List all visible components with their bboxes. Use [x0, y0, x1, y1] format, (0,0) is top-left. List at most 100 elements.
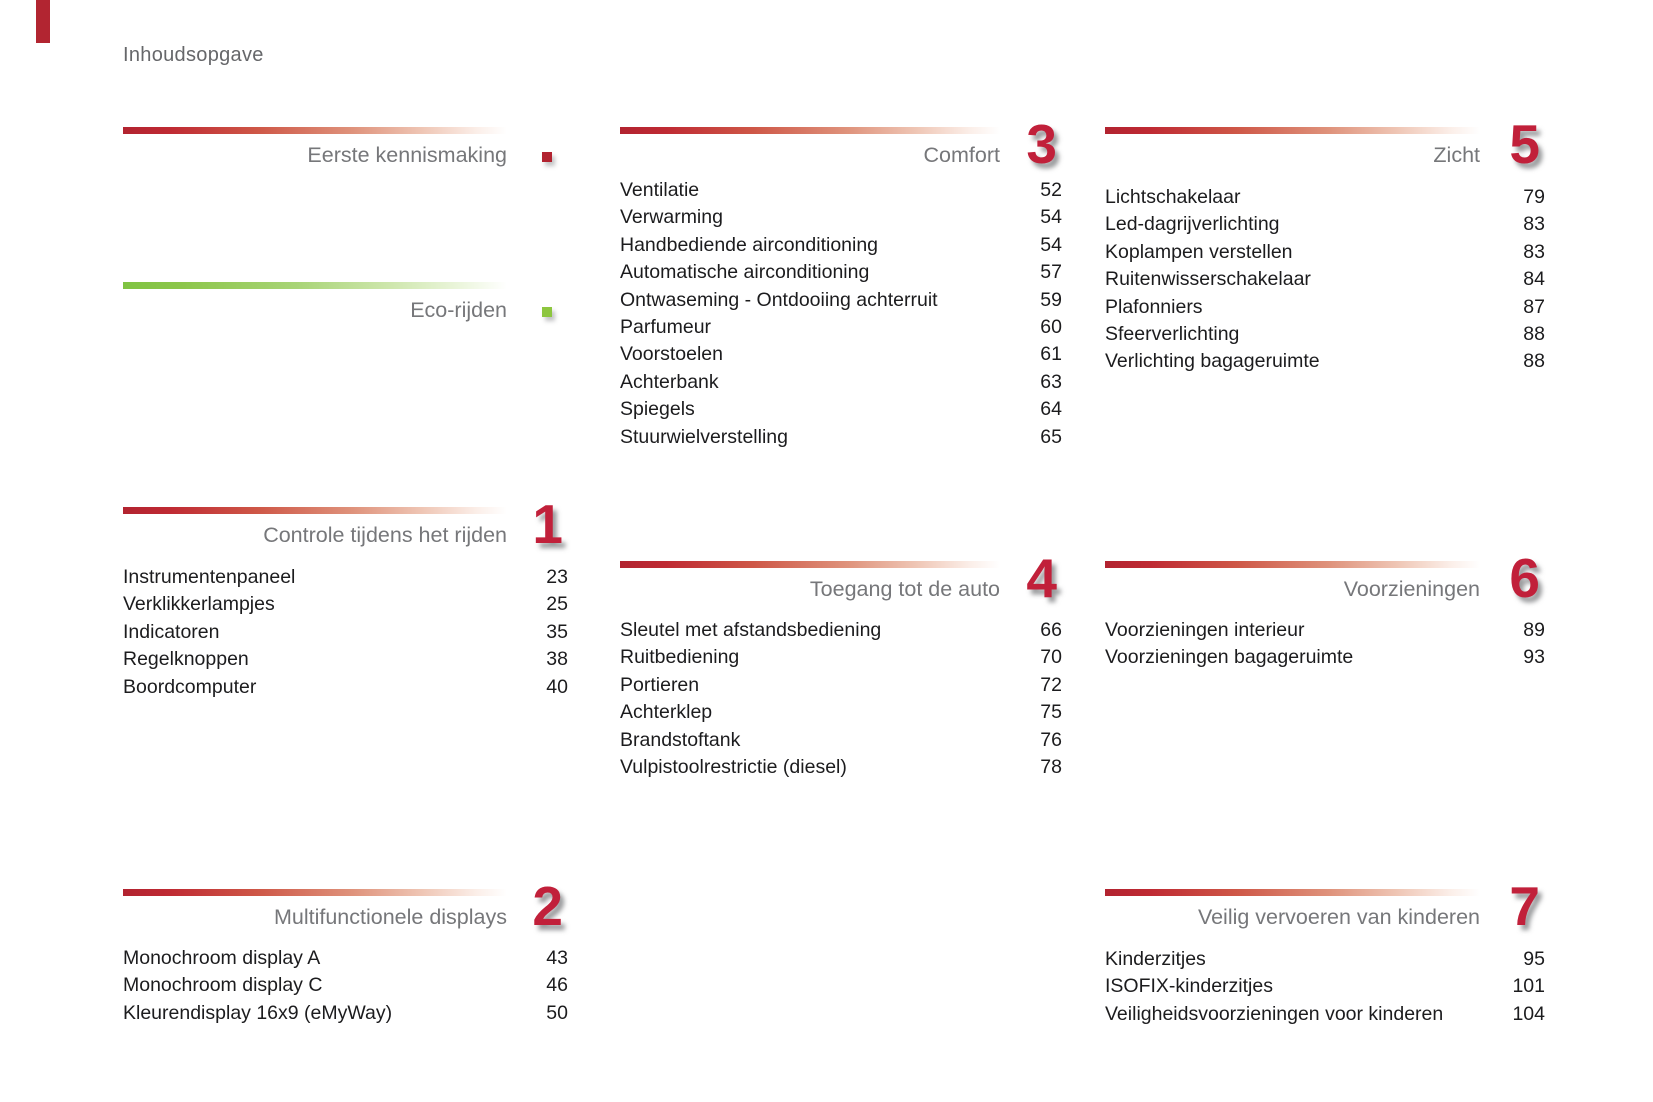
section-number: 6 — [1509, 547, 1540, 609]
toc-entry-label: Instrumentenpaneel — [123, 566, 296, 588]
toc-entry-label: Boordcomputer — [123, 675, 257, 698]
toc-entry[interactable]: Lichtschakelaar 79 — [1105, 184, 1545, 211]
toc-entry[interactable]: Portieren 72 — [620, 672, 1062, 699]
toc-entry[interactable]: Ontwaseming - Ontdooiing achterruit 59 — [620, 287, 1062, 314]
toc-entry-label: ISOFIX-kinderzitjes — [1105, 975, 1273, 998]
section-title[interactable]: Toegang tot de auto — [809, 577, 1000, 601]
toc-entry-label: Led-dagrijverlichting — [1105, 213, 1280, 236]
section-title[interactable]: Comfort — [923, 143, 1000, 167]
toc-entry-page-number: 40 — [546, 675, 568, 698]
toc-entry[interactable]: Verwarming 54 — [620, 204, 1062, 231]
page-title: Inhoudsopgave — [123, 44, 264, 66]
section-items: Ventilatie 52 Verwarming 54 Handbediende… — [620, 177, 1062, 451]
toc-entry-label: Parfumeur — [620, 315, 712, 338]
toc-entry[interactable]: Voorzieningen bagageruimte 93 — [1105, 644, 1545, 671]
toc-entry[interactable]: Plafonniers 87 — [1105, 294, 1545, 321]
toc-entry[interactable]: Brandstoftank 76 — [620, 727, 1062, 754]
toc-entry[interactable]: Boordcomputer 40 — [123, 674, 568, 701]
toc-entry[interactable]: Sfeerverlichting 88 — [1105, 321, 1545, 348]
section-title[interactable]: Eco-rijden — [410, 298, 507, 322]
section-items: Instrumentenpaneel 23 Verklikkerlampjes … — [123, 564, 568, 701]
toc-entry-page-number: 65 — [1040, 425, 1062, 448]
section-gradient-bar — [123, 282, 507, 289]
toc-entry[interactable]: Kleurendisplay 16x9 (eMyWay) 50 — [123, 1000, 568, 1027]
toc-entry[interactable]: Indicatoren 35 — [123, 619, 568, 646]
section-gradient-bar — [1105, 889, 1480, 896]
section-items: Sleutel met afstandsbediening 66 Ruitbed… — [620, 617, 1062, 781]
section-gradient-bar — [1105, 561, 1480, 568]
toc-entry-label: Verwarming — [620, 206, 723, 229]
toc-entry-label: Koplampen verstellen — [1105, 240, 1293, 263]
section-title[interactable]: Voorzieningen — [1343, 577, 1480, 601]
toc-entry-page-number: 84 — [1523, 268, 1545, 291]
section-number: 5 — [1509, 113, 1540, 175]
toc-entry[interactable]: Ruitbediening 70 — [620, 644, 1062, 671]
toc-entry-label: Verklikkerlampjes — [123, 593, 275, 616]
section-title[interactable]: Eerste kennismaking — [307, 143, 507, 167]
toc-entry-page-number: 104 — [1512, 1002, 1545, 1025]
toc-entry[interactable]: Led-dagrijverlichting 83 — [1105, 211, 1545, 238]
toc-entry-page-number: 50 — [546, 1001, 568, 1024]
toc-entry-label: Voorzieningen interieur — [1105, 619, 1305, 641]
toc-entry-page-number: 54 — [1040, 206, 1062, 229]
toc-entry-page-number: 66 — [1040, 619, 1062, 641]
toc-entry[interactable]: Verlichting bagageruimte 88 — [1105, 348, 1545, 375]
toc-entry-label: Ruitbediening — [620, 646, 740, 669]
toc-entry[interactable]: Veiligheidsvoorzieningen voor kinderen 1… — [1105, 1001, 1545, 1028]
toc-entry[interactable]: Automatische airconditioning 57 — [620, 259, 1062, 286]
toc-entry[interactable]: Vulpistoolrestrictie (diesel) 78 — [620, 754, 1062, 781]
toc-entry[interactable]: Ruitenwisserschakelaar 84 — [1105, 266, 1545, 293]
toc-entry[interactable]: ISOFIX-kinderzitjes 101 — [1105, 973, 1545, 1000]
toc-entry-label: Stuurwielverstelling — [620, 425, 788, 448]
toc-entry[interactable]: Ventilatie 52 — [620, 177, 1062, 204]
toc-entry-page-number: 61 — [1040, 343, 1062, 366]
section-number: 2 — [532, 875, 563, 937]
section-items: Voorzieningen interieur 89 Voorzieningen… — [1105, 617, 1545, 672]
toc-entry[interactable]: Instrumentenpaneel 23 — [123, 564, 568, 591]
section-title[interactable]: Multifunctionele displays — [273, 905, 507, 929]
toc-entry-label: Brandstoftank — [620, 728, 741, 751]
toc-entry-page-number: 83 — [1523, 213, 1545, 236]
toc-entry-page-number: 76 — [1040, 728, 1062, 751]
toc-entry-label: Ruitenwisserschakelaar — [1105, 268, 1311, 291]
toc-entry[interactable]: Handbediende airconditioning 54 — [620, 232, 1062, 259]
toc-entry[interactable]: Koplampen verstellen 83 — [1105, 239, 1545, 266]
toc-entry[interactable]: Monochroom display A 43 — [123, 945, 568, 972]
toc-entry[interactable]: Voorzieningen interieur 89 — [1105, 617, 1545, 644]
toc-entry[interactable]: Achterbank 63 — [620, 369, 1062, 396]
toc-entry-page-number: 46 — [546, 974, 568, 997]
toc-entry-page-number: 72 — [1040, 673, 1062, 696]
toc-entry[interactable]: Verklikkerlampjes 25 — [123, 591, 568, 618]
toc-entry-label: Indicatoren — [123, 620, 220, 643]
toc-entry-label: Spiegels — [620, 398, 695, 421]
toc-entry[interactable]: Stuurwielverstelling 65 — [620, 424, 1062, 451]
toc-entry-page-number: 23 — [546, 566, 568, 588]
toc-entry-page-number: 43 — [546, 947, 568, 969]
toc-entry[interactable]: Monochroom display C 46 — [123, 972, 568, 999]
toc-entry-page-number: 75 — [1040, 701, 1062, 724]
toc-entry-page-number: 63 — [1040, 370, 1062, 393]
toc-entry-page-number: 88 — [1523, 350, 1545, 373]
toc-entry[interactable]: Spiegels 64 — [620, 396, 1062, 423]
toc-entry-label: Ontwaseming - Ontdooiing achterruit — [620, 288, 938, 311]
toc-entry[interactable]: Voorstoelen 61 — [620, 341, 1062, 368]
toc-entry-page-number: 83 — [1523, 240, 1545, 263]
toc-entry[interactable]: Sleutel met afstandsbediening 66 — [620, 617, 1062, 644]
section-title[interactable]: Controle tijdens het rijden — [263, 523, 507, 547]
section-title[interactable]: Zicht — [1433, 143, 1480, 167]
section-gradient-bar — [620, 561, 1000, 568]
toc-entry-page-number: 52 — [1040, 179, 1062, 201]
section-marker-square — [542, 152, 552, 162]
toc-entry[interactable]: Regelknoppen 38 — [123, 646, 568, 673]
toc-entry[interactable]: Parfumeur 60 — [620, 314, 1062, 341]
toc-entry-page-number: 64 — [1040, 398, 1062, 421]
section-gradient-bar — [620, 127, 1000, 134]
section-number: 1 — [532, 493, 563, 555]
section-items: Lichtschakelaar 79 Led-dagrijverlichting… — [1105, 184, 1545, 376]
toc-entry[interactable]: Achterklep 75 — [620, 699, 1062, 726]
toc-entry-page-number: 79 — [1523, 186, 1545, 208]
toc-entry-label: Sleutel met afstandsbediening — [620, 619, 882, 641]
toc-entry-page-number: 25 — [546, 593, 568, 616]
toc-entry[interactable]: Kinderzitjes 95 — [1105, 946, 1545, 973]
section-title[interactable]: Veilig vervoeren van kinderen — [1197, 905, 1480, 929]
